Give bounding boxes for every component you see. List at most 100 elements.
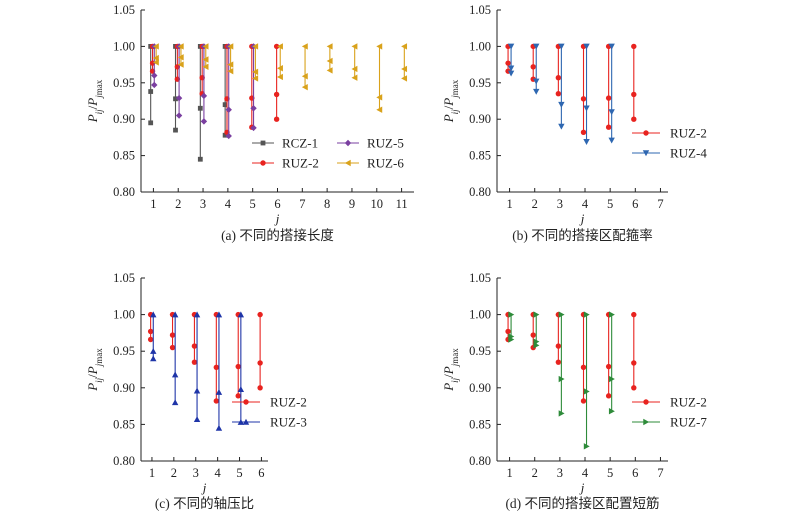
legend-marker <box>243 399 249 405</box>
y-tick-label: 0.80 <box>113 185 135 199</box>
data-point <box>169 344 176 351</box>
y-tick-label: 0.80 <box>469 185 491 199</box>
legend-marker <box>344 139 352 147</box>
x-tick-label: 3 <box>557 466 563 480</box>
legend-marker <box>242 418 250 425</box>
data-point <box>608 408 615 415</box>
data-point <box>605 393 612 399</box>
data-point <box>171 371 179 378</box>
data-point <box>191 343 198 349</box>
x-tick-label: 3 <box>200 197 206 211</box>
y-tick-label: 0.90 <box>113 112 135 126</box>
data-point <box>631 311 637 318</box>
panel-caption: (c) 不同的轴压比 <box>155 496 254 511</box>
data-point <box>235 393 241 399</box>
data-point <box>583 139 590 145</box>
data-point <box>147 336 154 343</box>
legend: RUZ-2 RUZ-4 <box>632 126 707 161</box>
x-tick-label: 8 <box>324 197 330 211</box>
x-tick-label: 6 <box>632 466 638 480</box>
data-point <box>608 311 615 318</box>
data-point <box>222 102 228 108</box>
data-point <box>177 61 184 68</box>
data-point <box>215 311 223 318</box>
data-point <box>169 332 176 338</box>
data-point <box>301 43 308 50</box>
data-point <box>215 388 223 395</box>
y-tick-label: 1.05 <box>113 3 135 17</box>
series-RUZ-5 <box>151 43 257 140</box>
legend-label: RCZ-1 <box>282 136 318 151</box>
data-point <box>555 343 562 349</box>
x-tick-label: 3 <box>193 466 199 480</box>
data-point <box>376 43 383 50</box>
series-RUZ-2 <box>147 311 263 404</box>
legend-label: RUZ-2 <box>282 156 319 171</box>
data-point <box>533 43 540 50</box>
series-RUZ-3 <box>150 311 245 431</box>
data-point <box>197 105 203 111</box>
x-tick-label: 1 <box>149 466 155 480</box>
y-tick-label: 0.85 <box>469 149 491 163</box>
data-point <box>326 57 333 65</box>
data-point <box>197 156 203 162</box>
legend-marker <box>643 399 649 405</box>
data-point <box>555 91 562 97</box>
data-point <box>177 43 184 50</box>
x-tick-label: 7 <box>299 197 305 211</box>
legend-label: RUZ-7 <box>670 415 707 430</box>
data-point <box>177 54 184 61</box>
y-tick-label: 1.05 <box>469 3 491 17</box>
data-point <box>213 364 220 371</box>
data-point <box>150 355 157 362</box>
x-axis-label: j <box>579 211 585 226</box>
legend-label: RUZ-2 <box>670 395 707 410</box>
data-point <box>631 43 637 50</box>
data-point <box>631 360 637 366</box>
y-tick-label: 1.00 <box>469 308 491 322</box>
data-point <box>151 72 158 79</box>
data-point <box>580 364 587 371</box>
y-tick-label: 0.85 <box>113 417 135 431</box>
data-point <box>152 54 159 62</box>
data-point <box>277 73 283 81</box>
data-point <box>558 375 565 383</box>
data-point <box>558 43 565 50</box>
x-tick-label: 4 <box>582 197 589 211</box>
x-tick-label: 6 <box>258 466 264 480</box>
data-point <box>508 311 515 318</box>
data-point <box>401 75 408 82</box>
x-tick-label: 7 <box>657 466 663 480</box>
legend: RCZ-1 RUZ-5 RUZ-2 RUZ-6 <box>252 136 404 171</box>
x-tick-label: 7 <box>657 197 663 211</box>
data-point <box>376 94 383 101</box>
data-point <box>608 43 615 50</box>
data-point <box>227 61 234 68</box>
data-point <box>351 65 358 73</box>
data-point <box>202 56 209 63</box>
data-point <box>173 127 178 133</box>
series-RCZ-1 <box>148 44 228 162</box>
x-tick-label: 9 <box>349 197 355 211</box>
legend-marker <box>643 418 650 426</box>
x-tick-label: 2 <box>532 197 538 211</box>
data-point <box>505 328 511 335</box>
legend-marker <box>643 130 649 136</box>
data-point <box>583 43 590 50</box>
x-tick-label: 5 <box>607 197 613 211</box>
legend-label: RUZ-3 <box>270 415 307 430</box>
series-RUZ-4 <box>507 43 615 145</box>
data-point <box>152 59 159 66</box>
panel-caption: (b) 不同的搭接区配箍率 <box>512 227 653 243</box>
x-tick-label: 11 <box>396 197 408 211</box>
y-tick-label: 1.00 <box>469 39 491 53</box>
x-tick-label: 2 <box>175 197 181 211</box>
data-point <box>273 43 280 50</box>
x-tick-label: 5 <box>607 466 613 480</box>
legend-label: RUZ-4 <box>670 146 707 161</box>
chart-panel-1: 0.80 0.85 0.90 0.95 1.00 1.05 1 2 3 4 5 6 7 8 9 10 11 j Pi… <box>85 3 414 243</box>
data-point <box>605 95 612 101</box>
data-point <box>580 129 587 136</box>
x-tick-label: 6 <box>274 197 280 211</box>
data-point <box>227 43 234 50</box>
